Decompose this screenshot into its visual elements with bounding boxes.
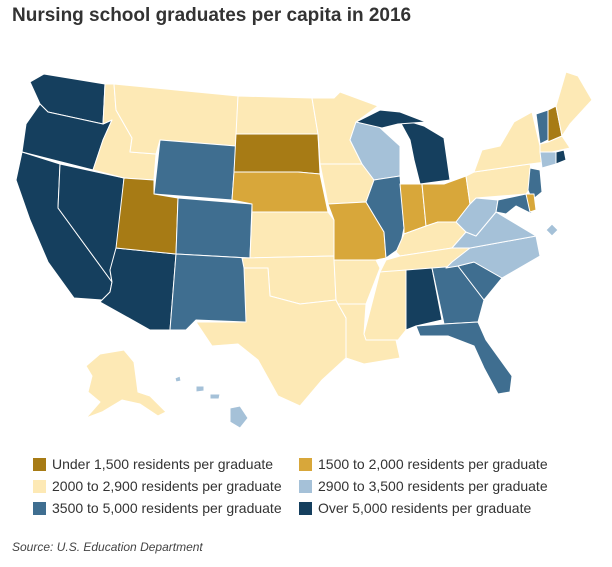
state-TX[interactable]: [195, 267, 347, 407]
state-HI-2[interactable]: [195, 385, 205, 393]
state-HI-1[interactable]: [174, 375, 182, 383]
state-RI[interactable]: [555, 149, 567, 165]
legend-item: Under 1,500 residents per graduate: [33, 456, 273, 472]
state-CT[interactable]: [539, 151, 557, 169]
legend-swatch: [33, 457, 46, 471]
legend-swatch: [299, 457, 312, 471]
state-NY[interactable]: [473, 111, 547, 173]
state-KS[interactable]: [249, 211, 335, 259]
legend-swatch: [299, 479, 312, 493]
state-DC[interactable]: [545, 223, 559, 237]
legend-item: 2000 to 2,900 residents per graduate: [33, 478, 282, 494]
state-HI-4[interactable]: [229, 405, 249, 429]
state-HI-3[interactable]: [209, 393, 221, 400]
legend-item: 2900 to 3,500 residents per graduate: [299, 478, 548, 494]
state-SD[interactable]: [233, 133, 321, 175]
legend-label: 2000 to 2,900 residents per graduate: [52, 478, 282, 494]
legend-swatch: [299, 501, 312, 515]
state-AK[interactable]: [85, 349, 167, 419]
state-DE[interactable]: [525, 193, 537, 213]
state-NM[interactable]: [169, 253, 249, 331]
state-NJ[interactable]: [527, 167, 543, 201]
legend-swatch: [33, 501, 46, 515]
state-FL[interactable]: [415, 321, 513, 395]
legend-item: Over 5,000 residents per graduate: [299, 500, 531, 516]
us-map: [15, 71, 593, 429]
legend-item: 1500 to 2,000 residents per graduate: [299, 456, 548, 472]
state-CO[interactable]: [175, 197, 253, 259]
legend-label: Over 5,000 residents per graduate: [318, 500, 532, 516]
state-LA[interactable]: [337, 303, 401, 365]
legend-label: 1500 to 2,000 residents per graduate: [318, 456, 548, 472]
legend-swatch: [33, 479, 46, 493]
state-AL[interactable]: [405, 267, 443, 331]
state-MI-UP[interactable]: [355, 109, 427, 129]
legend-label: 3500 to 5,000 residents per graduate: [52, 500, 282, 516]
source-note: Source: U.S. Education Department: [12, 540, 203, 554]
state-ND[interactable]: [235, 95, 319, 135]
state-MI[interactable]: [397, 117, 451, 185]
state-WV[interactable]: [455, 197, 499, 237]
map-title: Nursing school graduates per capita in 2…: [12, 5, 412, 26]
state-IN[interactable]: [399, 183, 427, 235]
state-WY[interactable]: [153, 139, 237, 201]
legend-label: 2900 to 3,500 residents per graduate: [318, 478, 548, 494]
legend-label: Under 1,500 residents per graduate: [52, 456, 274, 472]
legend-item: 3500 to 5,000 residents per graduate: [33, 500, 282, 516]
state-ME[interactable]: [555, 71, 593, 137]
